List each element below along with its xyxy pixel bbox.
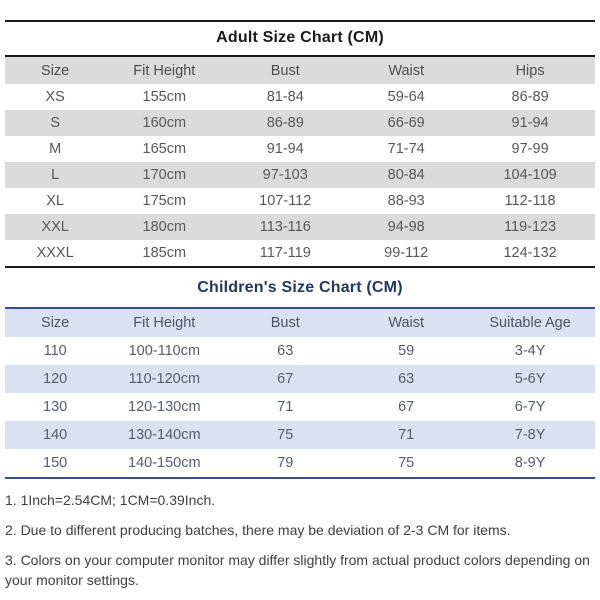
table-cell: XXXL <box>36 245 74 261</box>
table-cell: M <box>49 141 62 157</box>
children-size-table: Size Fit Height Bust Waist Suitable Age 110 1… <box>5 307 595 479</box>
column-header: Waist <box>388 315 425 331</box>
adult-size-table: Size Fit Height Bust Waist Hips XS 155cm 81-84… <box>5 55 595 268</box>
table-row: L 170cm 97-103 80-84 104-109 <box>5 162 595 188</box>
table-cell: 155cm <box>142 89 187 105</box>
note-line: 2. Due to different producing batches, t… <box>5 522 511 538</box>
table-row: 130 120-130cm 71 67 6-7Y <box>5 393 595 421</box>
table-cell: 59 <box>398 343 415 359</box>
children-table-header-row: Size Fit Height Bust Waist Suitable Age <box>5 308 595 337</box>
table-cell: 71 <box>277 399 294 415</box>
table-cell: 71-74 <box>387 141 425 157</box>
table-cell: 130 <box>43 399 68 415</box>
children-size-chart-section: Children's Size Chart (CM) Size Fit Heigh… <box>5 268 595 479</box>
table-cell: 80-84 <box>387 167 425 183</box>
table-cell: 97-103 <box>262 167 308 183</box>
table-cell: 8-9Y <box>514 455 546 471</box>
table-cell: 6-7Y <box>514 399 546 415</box>
table-cell: 94-98 <box>387 219 425 235</box>
table-cell: 120 <box>43 371 68 387</box>
table-cell: 88-93 <box>387 193 425 209</box>
table-row: 150 140-150cm 79 75 8-9Y <box>5 449 595 478</box>
table-cell: 75 <box>398 455 415 471</box>
column-header: Bust <box>270 62 300 79</box>
adult-chart-title: Adult Size Chart (CM) <box>216 29 384 46</box>
table-cell: 185cm <box>142 245 187 261</box>
column-header: Bust <box>270 315 300 331</box>
column-header: Suitable Age <box>489 315 571 331</box>
table-cell: 100-110cm <box>128 343 201 359</box>
table-cell: 97-99 <box>511 141 549 157</box>
table-cell: 91-94 <box>511 115 549 131</box>
table-row: S 160cm 86-89 66-69 91-94 <box>5 110 595 136</box>
table-cell: 86-89 <box>266 115 304 131</box>
table-cell: 86-89 <box>511 89 549 105</box>
table-row: 140 130-140cm 75 71 7-8Y <box>5 421 595 449</box>
table-cell: 59-64 <box>387 89 425 105</box>
table-row: M 165cm 91-94 71-74 97-99 <box>5 136 595 162</box>
table-cell: 7-8Y <box>514 427 546 443</box>
table-cell: 91-94 <box>266 141 304 157</box>
table-row: XXL 180cm 113-116 94-98 119-123 <box>5 214 595 240</box>
table-cell: 79 <box>277 455 294 471</box>
table-cell: XL <box>46 193 65 209</box>
table-cell: 110-120cm <box>128 371 201 387</box>
table-row: XL 175cm 107-112 88-93 112-118 <box>5 188 595 214</box>
table-cell: S <box>50 115 60 131</box>
table-cell: 75 <box>277 427 294 443</box>
table-cell: 170cm <box>142 167 187 183</box>
table-cell: 67 <box>398 399 415 415</box>
notes-section: 1. 1Inch=2.54CM; 1CM=0.39Inch. 2. Due to… <box>5 490 595 590</box>
children-chart-title: Children's Size Chart (CM) <box>197 279 403 296</box>
table-cell: 117-119 <box>259 245 311 261</box>
table-cell: 119-123 <box>504 219 557 235</box>
column-header: Hips <box>515 62 545 79</box>
table-cell: 150 <box>43 455 68 471</box>
table-row: XXXL 185cm 117-119 99-112 124-132 <box>5 240 595 267</box>
table-cell: L <box>51 167 60 183</box>
table-cell: 140-150cm <box>128 455 201 471</box>
adult-table-header-row: Size Fit Height Bust Waist Hips <box>5 56 595 84</box>
table-cell: 110 <box>43 343 67 359</box>
children-table-body: 110 100-110cm 63 59 3-4Y 120 110-120cm 67 63 5-6Y… <box>5 337 595 478</box>
note-line: 1. 1Inch=2.54CM; 1CM=0.39Inch. <box>5 492 216 508</box>
table-cell: 104-109 <box>503 167 557 183</box>
table-cell: 165cm <box>142 141 187 157</box>
table-cell: 5-6Y <box>514 371 546 387</box>
table-row: 120 110-120cm 67 63 5-6Y <box>5 365 595 393</box>
table-cell: 99-112 <box>384 245 429 261</box>
adult-size-chart-section: Adult Size Chart (CM) Size Fit Height Bust… <box>5 20 595 268</box>
column-header: Size <box>41 315 70 331</box>
table-cell: 66-69 <box>387 115 425 131</box>
adult-table-body: XS 155cm 81-84 59-64 86-89 S 160cm 86-89 66-69 91… <box>5 84 595 267</box>
table-cell: 63 <box>277 343 294 359</box>
table-cell: 71 <box>398 427 415 443</box>
table-cell: 81-84 <box>266 89 304 105</box>
table-cell: 140 <box>43 427 68 443</box>
table-cell: 67 <box>277 371 294 387</box>
table-cell: 120-130cm <box>128 399 201 415</box>
table-cell: XXL <box>41 219 69 235</box>
column-header: Size <box>41 62 70 79</box>
table-cell: XS <box>45 89 65 105</box>
table-cell: 3-4Y <box>514 343 546 359</box>
table-row: XS 155cm 81-84 59-64 86-89 <box>5 84 595 110</box>
column-header: Fit Height <box>133 62 196 79</box>
table-cell: 113-116 <box>259 219 311 235</box>
table-cell: 107-112 <box>259 193 312 209</box>
table-cell: 175cm <box>142 193 187 209</box>
note-line: 3. Colors on your computer monitor may d… <box>5 552 590 588</box>
table-cell: 130-140cm <box>128 427 201 443</box>
column-header: Waist <box>388 62 425 79</box>
table-cell: 63 <box>398 371 415 387</box>
table-row: 110 100-110cm 63 59 3-4Y <box>5 337 595 365</box>
table-cell: 180cm <box>142 219 187 235</box>
table-cell: 160cm <box>142 115 187 131</box>
top-divider <box>5 20 595 22</box>
table-cell: 124-132 <box>503 245 557 261</box>
column-header: Fit Height <box>133 315 196 331</box>
table-cell: 112-118 <box>504 193 556 209</box>
